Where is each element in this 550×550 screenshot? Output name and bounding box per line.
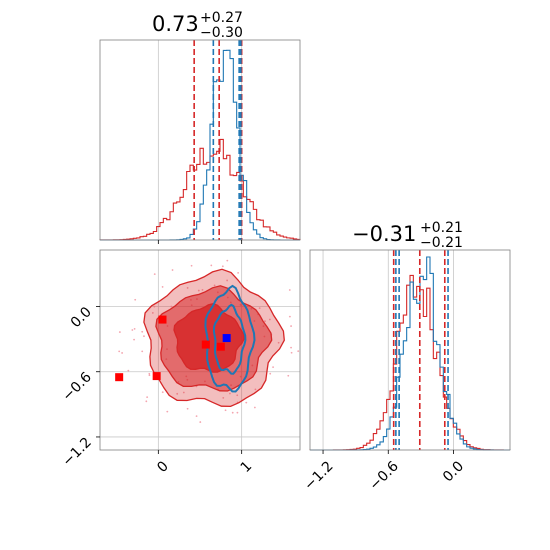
scatter-point bbox=[186, 407, 189, 410]
scatter-point bbox=[253, 406, 256, 409]
scatter-point bbox=[201, 289, 204, 291]
scatter-point bbox=[290, 351, 293, 354]
scatter-point bbox=[254, 388, 257, 391]
tick-label-param1-y-0: −1.2 bbox=[59, 434, 94, 469]
scatter-point bbox=[258, 307, 261, 310]
scatter-point bbox=[166, 410, 169, 413]
scatter-point bbox=[288, 289, 291, 291]
scatter-point bbox=[141, 350, 144, 353]
scatter-point bbox=[229, 392, 231, 395]
scatter-point bbox=[288, 315, 291, 318]
scatter-point bbox=[226, 279, 229, 282]
scatter-point bbox=[133, 327, 136, 330]
panel-frame-hist-param0 bbox=[99, 39, 301, 241]
scatter-point bbox=[161, 286, 164, 288]
title-param1: −0.31 bbox=[352, 222, 416, 246]
tick-label-param0-x-1: 1 bbox=[238, 458, 256, 476]
tick-label-param1-y-1: −0.6 bbox=[59, 369, 94, 404]
scatter-point bbox=[287, 374, 290, 377]
title-param0-minus: −0.30 bbox=[200, 25, 243, 41]
scatter-point bbox=[199, 421, 202, 423]
scatter-point bbox=[245, 401, 248, 404]
scatter-point bbox=[151, 312, 154, 314]
scatter-point bbox=[290, 325, 292, 327]
scatter-point bbox=[148, 372, 151, 375]
scatter-point bbox=[127, 369, 130, 372]
scatter-point bbox=[145, 400, 148, 403]
scatter-point bbox=[143, 335, 145, 338]
panel-frame-joint bbox=[99, 249, 301, 451]
scatter-point bbox=[148, 374, 151, 377]
scatter-point bbox=[237, 271, 240, 274]
tick-label-param1-x-2: 0.0 bbox=[440, 458, 467, 485]
scatter-point bbox=[236, 394, 239, 397]
marker-series-a-2 bbox=[216, 342, 225, 351]
scatter-point bbox=[161, 391, 164, 394]
scatter-point bbox=[213, 284, 216, 287]
scatter-point bbox=[131, 329, 134, 331]
scatter-point bbox=[118, 331, 121, 333]
marker-series-a-4 bbox=[152, 372, 161, 381]
title-param1-plus: +0.21 bbox=[420, 220, 463, 236]
hist-param0-series-a bbox=[99, 138, 301, 241]
marker-series-a-0 bbox=[158, 315, 167, 324]
scatter-point bbox=[236, 411, 239, 414]
marker-series-a-1 bbox=[201, 340, 210, 349]
scatter-point bbox=[134, 298, 137, 301]
scatter-point bbox=[222, 397, 225, 399]
scatter-point bbox=[182, 391, 185, 394]
tick-label-param0-x-0: 0 bbox=[154, 458, 172, 476]
scatter-point bbox=[221, 265, 224, 268]
scatter-point bbox=[226, 259, 229, 262]
panel-frame-hist-param1 bbox=[309, 249, 511, 451]
scatter-point bbox=[141, 330, 144, 333]
scatter-point bbox=[170, 305, 173, 308]
scatter-point bbox=[176, 392, 179, 395]
scatter-point bbox=[210, 264, 213, 267]
contour-series-b-0 bbox=[204, 284, 256, 393]
contour-series-b-1 bbox=[212, 303, 247, 375]
marker-series-b-0 bbox=[222, 334, 231, 343]
scatter-point bbox=[133, 338, 135, 341]
scatter-point bbox=[146, 396, 149, 399]
tick-label-param1-y-2: 0.0 bbox=[68, 304, 95, 331]
contour-series-a-2 bbox=[173, 303, 245, 373]
scatter-point bbox=[190, 264, 193, 267]
hist-param0-series-b bbox=[100, 49, 300, 241]
scatter-point bbox=[197, 289, 200, 292]
scatter-point bbox=[272, 366, 274, 369]
title-param0: 0.73 bbox=[152, 12, 199, 36]
title-param0-plus: +0.27 bbox=[200, 10, 243, 26]
title-param1-minus: −0.21 bbox=[420, 235, 463, 251]
scatter-point bbox=[269, 372, 272, 375]
scatter-point bbox=[186, 287, 189, 289]
scatter-point bbox=[121, 352, 124, 354]
tick-label-param1-x-1: −0.6 bbox=[367, 458, 402, 493]
scatter-point bbox=[297, 350, 300, 353]
marker-series-a-3 bbox=[115, 373, 124, 382]
scatter-point bbox=[224, 409, 227, 412]
scatter-point bbox=[264, 320, 266, 323]
scatter-point bbox=[268, 318, 271, 321]
scatter-point bbox=[195, 415, 198, 418]
hist-param1-series-b bbox=[310, 256, 510, 451]
scatter-point bbox=[118, 350, 121, 353]
tick-label-param1-x-0: −1.2 bbox=[301, 458, 336, 493]
scatter-point bbox=[231, 411, 234, 414]
scatter-point bbox=[153, 273, 156, 276]
scatter-point bbox=[153, 305, 156, 308]
scatter-point bbox=[171, 269, 174, 271]
scatter-point bbox=[290, 346, 292, 349]
scatter-point bbox=[277, 341, 280, 344]
